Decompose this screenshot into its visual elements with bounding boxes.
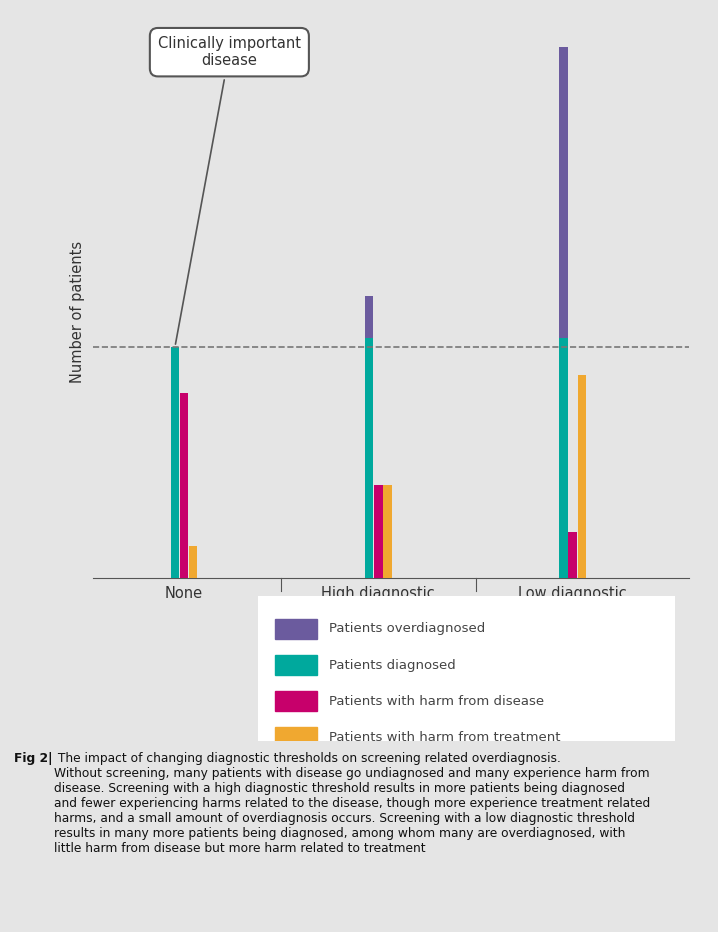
Bar	[275, 692, 317, 711]
Bar	[569, 531, 577, 578]
Bar	[171, 347, 180, 578]
Bar	[189, 545, 197, 578]
Text: The impact of changing diagnostic thresholds on screening related overdiagnosis.: The impact of changing diagnostic thresh…	[55, 752, 651, 855]
Bar	[180, 393, 188, 578]
Bar	[275, 727, 317, 747]
Bar	[365, 296, 373, 337]
Bar	[559, 337, 568, 578]
Bar	[275, 619, 317, 639]
Bar	[559, 5, 568, 337]
Bar	[374, 486, 383, 578]
X-axis label: Screening: Screening	[346, 624, 437, 639]
Text: Fig 2|: Fig 2|	[14, 752, 53, 765]
FancyBboxPatch shape	[246, 592, 687, 746]
Bar	[275, 655, 317, 675]
Bar	[383, 486, 391, 578]
Text: Clinically important
disease: Clinically important disease	[158, 36, 301, 344]
Bar	[365, 337, 373, 578]
Text: Patients overdiagnosed: Patients overdiagnosed	[330, 623, 485, 636]
Bar	[577, 375, 586, 578]
Text: Patients diagnosed: Patients diagnosed	[330, 659, 456, 672]
Text: Patients with harm from disease: Patients with harm from disease	[330, 694, 544, 707]
Text: Patients with harm from treatment: Patients with harm from treatment	[330, 731, 561, 744]
Y-axis label: Number of patients: Number of patients	[70, 241, 85, 383]
